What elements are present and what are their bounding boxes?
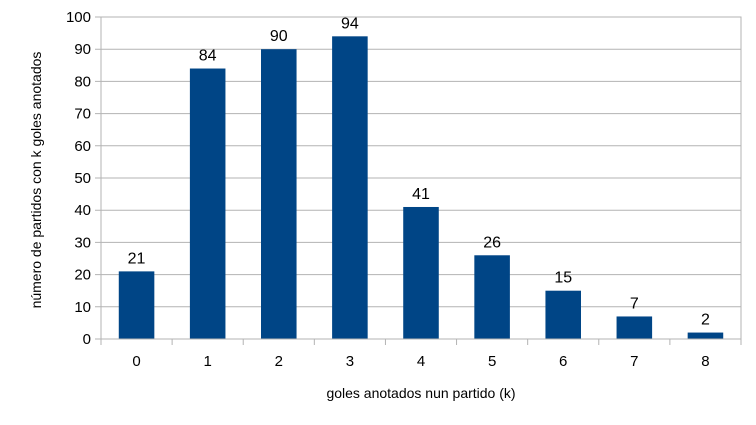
- y-tick-label: 100: [66, 9, 91, 26]
- y-tick-label: 20: [74, 267, 91, 284]
- data-label: 94: [341, 15, 359, 32]
- x-tick-label: 3: [346, 353, 354, 370]
- y-tick-label: 80: [74, 73, 91, 90]
- y-axis-title: número de partidos con k goles anotados: [28, 52, 44, 309]
- data-label: 21: [128, 250, 146, 267]
- y-tick-label: 50: [74, 170, 91, 187]
- x-axis-ticks: 0 1 2 3 4 5 6 7 8: [100, 339, 742, 370]
- x-tick-label: 5: [488, 353, 496, 370]
- data-label: 7: [630, 295, 639, 312]
- x-tick-label: 4: [417, 353, 425, 370]
- y-tick-label: 90: [74, 41, 91, 58]
- y-tick-label: 70: [74, 106, 91, 123]
- y-tick-label: 40: [74, 202, 91, 219]
- x-tick-label: 8: [701, 353, 709, 370]
- data-label: 90: [270, 28, 288, 45]
- data-label: 41: [412, 186, 430, 203]
- bar: [403, 206, 439, 339]
- plot-frame: [100, 16, 742, 340]
- x-tick-label: 7: [630, 353, 638, 370]
- y-tick-label: 30: [74, 234, 91, 251]
- bar: [261, 49, 297, 339]
- data-label: 84: [199, 48, 217, 65]
- x-tick-label: 2: [275, 353, 283, 370]
- x-tick-label: 0: [132, 353, 140, 370]
- x-tick-label: 6: [559, 353, 567, 370]
- y-tick-label: 10: [74, 299, 91, 316]
- y-tick-label: 60: [74, 138, 91, 155]
- bar: [687, 332, 724, 339]
- bar: [474, 255, 510, 339]
- x-tick-label: 1: [203, 353, 211, 370]
- data-label: 15: [554, 270, 572, 287]
- data-label: 2: [701, 312, 710, 329]
- bar: [545, 290, 581, 339]
- x-axis-title: goles anotados nun partido (k): [326, 385, 515, 401]
- data-labels: 21 84 90 94 41 26 15 7 2: [128, 15, 710, 328]
- bars: [118, 36, 724, 340]
- y-axis-ticks: 0 10 20 30 40 50 60 70 80 90 100: [66, 9, 91, 348]
- data-label: 26: [483, 234, 501, 251]
- bar: [332, 36, 368, 339]
- bar: [189, 68, 226, 340]
- bar: [118, 271, 155, 339]
- y-tick-label: 0: [83, 331, 91, 348]
- bar: [616, 316, 653, 339]
